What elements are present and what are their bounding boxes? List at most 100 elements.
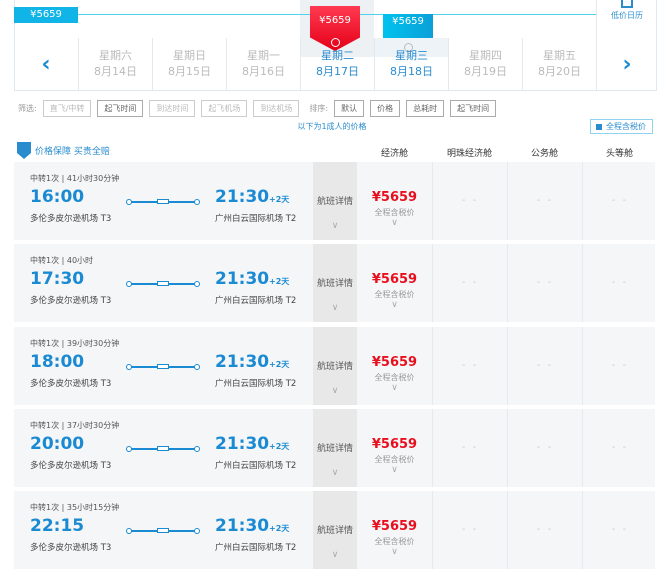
weekday: 星期五 (543, 49, 576, 62)
filter-departure-airport[interactable]: 起飞机场 (201, 100, 248, 117)
economy-price-cell[interactable]: ¥5659 全程含税价 ∨ (357, 327, 432, 405)
flight-detail-button[interactable]: 航班详情 ∨ (313, 409, 357, 487)
weekday: 星期一 (247, 49, 280, 62)
departure-airport: 多伦多皮尔逊机场 T3 (30, 543, 112, 553)
low-calendar-label: 低价日历 (611, 11, 643, 20)
arrival-airport: 广州白云国际机场 T2 (215, 461, 297, 471)
flight-detail-button[interactable]: 航班详情 ∨ (313, 244, 357, 322)
flight-detail-button[interactable]: 航班详情 ∨ (313, 491, 357, 569)
col-economy: 经济舱 (380, 149, 408, 159)
filter-arrival-time[interactable]: 到达时间 (149, 100, 196, 117)
departure-time: 17:30 (30, 269, 85, 289)
flight-detail-label: 航班详情 (316, 197, 353, 207)
arrival-time: 21:30 (215, 187, 270, 207)
sort-price[interactable]: 价格 (370, 100, 401, 117)
tax-note: 全程含税价 (374, 455, 415, 464)
flight-detail-label: 航班详情 (316, 279, 353, 289)
filter-arrival-airport[interactable]: 到达机场 (253, 100, 300, 117)
business-na: - - (507, 491, 582, 569)
economy-price-cell[interactable]: ¥5659 全程含税价 ∨ (357, 491, 432, 569)
business-na: - - (507, 409, 582, 487)
day-cell[interactable]: 星期日 8月15日 (152, 38, 226, 90)
day-cell[interactable]: 星期一 8月16日 (226, 38, 300, 90)
weekday: 星期二 (321, 49, 354, 62)
flight-meta: 中转1次 | 37小时30分钟 (30, 421, 120, 430)
business-na: - - (507, 244, 582, 322)
chevron-down-icon: ∨ (331, 386, 339, 396)
route-line-icon (126, 528, 200, 534)
first-na: - - (582, 244, 657, 322)
departure-airport: 多伦多皮尔逊机场 T3 (30, 379, 112, 389)
premium-economy-na: - - (432, 162, 507, 240)
calendar-icon (621, 0, 633, 8)
flight-meta: 中转1次 | 40小时 (30, 256, 94, 265)
sort-default[interactable]: 默认 (334, 100, 365, 117)
price-guarantee[interactable]: 价格保障 买贵全赔 (17, 142, 110, 159)
shield-icon (17, 142, 31, 159)
chevron-down-icon: ∨ (331, 468, 339, 478)
chevron-down-icon: ∨ (391, 383, 398, 393)
economy-price-cell[interactable]: ¥5659 全程含税价 ∨ (357, 244, 432, 322)
arrival-time: 21:30 (215, 269, 270, 289)
weekday: 星期日 (173, 49, 206, 62)
date: 8月18日 (390, 65, 433, 78)
circle-icon (404, 43, 413, 52)
day-cell[interactable]: 星期六 8月14日 (78, 38, 152, 90)
departure-time: 20:00 (30, 434, 85, 454)
flight-detail-button[interactable]: 航班详情 ∨ (313, 162, 357, 240)
date: 8月20日 (538, 65, 581, 78)
economy-price-cell[interactable]: ¥5659 全程含税价 ∨ (357, 162, 432, 240)
departure-airport: 多伦多皮尔逊机场 T3 (30, 461, 112, 471)
weekday: 星期四 (469, 49, 502, 62)
sort-departure-time[interactable]: 起飞时间 (450, 100, 497, 117)
departure-time: 16:00 (30, 187, 85, 207)
next-week-button[interactable]: › (596, 38, 657, 90)
day-cell[interactable]: 星期五 8月20日 (522, 38, 596, 90)
first-na: - - (582, 491, 657, 569)
chevron-down-icon: ∨ (391, 300, 398, 310)
departure-time: 18:00 (30, 352, 85, 372)
sort-duration[interactable]: 总耗时 (406, 100, 445, 117)
flight-detail-button[interactable]: 航班详情 ∨ (313, 327, 357, 405)
departure-airport: 多伦多皮尔逊机场 T3 (30, 296, 112, 306)
tax-note: 全程含税价 (374, 208, 415, 217)
chevron-down-icon: ∨ (391, 465, 398, 475)
guarantee-text: 价格保障 买贵全赔 (35, 147, 110, 157)
economy-price-cell[interactable]: ¥5659 全程含税价 ∨ (357, 409, 432, 487)
filter-departure-time[interactable]: 起飞时间 (97, 100, 144, 117)
route-line-icon (126, 199, 200, 205)
departure-time: 22:15 (30, 516, 85, 536)
date: 8月14日 (94, 65, 137, 78)
arrival-airport: 广州白云国际机场 T2 (215, 296, 297, 306)
route-line-icon (126, 364, 200, 370)
day-offset: +2天 (269, 442, 290, 451)
filter-sort-bar: 筛选: 直飞/中转 起飞时间 到达时间 起飞机场 到达机场 排序: 默认 价格 … (18, 100, 497, 117)
date: 8月16日 (242, 65, 285, 78)
tax-toggle-label: 全程含税价 (606, 122, 646, 131)
low-calendar-button[interactable]: 低价日历 (596, 0, 657, 38)
next-price-marker[interactable]: ¥5659 (383, 14, 433, 38)
first-na: - - (582, 409, 657, 487)
price: ¥5659 (371, 272, 418, 287)
day-cell-selected[interactable]: 星期二 8月17日 (300, 38, 374, 90)
prev-week-button[interactable]: ‹ (14, 38, 78, 90)
filter-direct-transfer[interactable]: 直飞/中转 (42, 100, 92, 117)
flight-meta: 中转1次 | 39小时30分钟 (30, 339, 120, 348)
premium-economy-na: - - (432, 244, 507, 322)
chevron-down-icon: ∨ (331, 303, 339, 313)
arrival-airport: 广州白云国际机场 T2 (215, 214, 297, 224)
flight-row: 中转1次 | 40小时 17:30 多伦多皮尔逊机场 T3 21:30 +2天 … (14, 244, 655, 322)
tax-note: 全程含税价 (374, 290, 415, 299)
flight-detail-label: 航班详情 (316, 362, 353, 372)
date: 8月17日 (316, 65, 359, 78)
col-first: 头等舱 (605, 149, 633, 159)
flight-meta: 中转1次 | 41小时30分钟 (30, 174, 120, 183)
flight-row: 中转1次 | 35小时15分钟 22:15 多伦多皮尔逊机场 T3 21:30 … (14, 491, 655, 569)
chevron-down-icon: ∨ (331, 550, 339, 560)
day-cell[interactable]: 星期四 8月19日 (448, 38, 522, 90)
price: ¥5659 (371, 519, 418, 534)
arrival-time: 21:30 (215, 516, 270, 536)
tax-toggle[interactable]: 全程含税价 (590, 119, 653, 134)
day-cell[interactable]: 星期三 8月18日 (374, 38, 448, 90)
day-offset: +2天 (269, 277, 290, 286)
